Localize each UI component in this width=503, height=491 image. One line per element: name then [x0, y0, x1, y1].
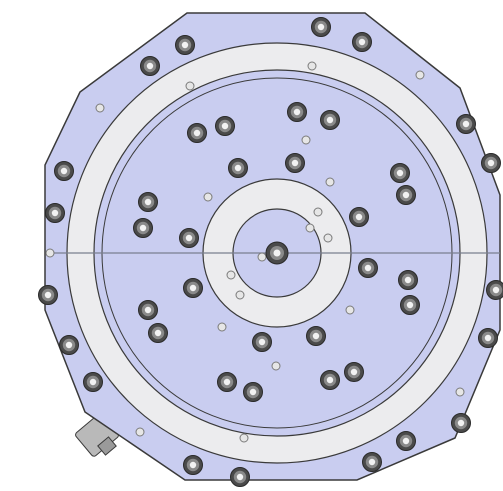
- bolt-head: [349, 207, 369, 227]
- dowel-pin: [203, 192, 213, 202]
- bolt-head: [285, 153, 305, 173]
- dowel-pin: [135, 427, 145, 437]
- center-bolt: [265, 241, 289, 265]
- bolt-head: [38, 285, 58, 305]
- bolt-head: [179, 228, 199, 248]
- bolt-head: [243, 382, 263, 402]
- bolt-head: [215, 116, 235, 136]
- bolt-head: [398, 270, 418, 290]
- dowel-pin: [313, 207, 323, 217]
- dowel-pin: [95, 103, 105, 113]
- bolt-head: [390, 163, 410, 183]
- bolt-head: [311, 17, 331, 37]
- bolt-head: [396, 431, 416, 451]
- bolt-head: [59, 335, 79, 355]
- connector-plug: [97, 436, 117, 456]
- bolt-head: [306, 326, 326, 346]
- bolt-head: [252, 332, 272, 352]
- dowel-pin: [235, 290, 245, 300]
- dowel-pin: [455, 387, 465, 397]
- bolt-pattern: [38, 17, 503, 487]
- dowel-pins: [45, 61, 465, 443]
- bolt-head: [486, 280, 503, 300]
- bolt-head: [183, 278, 203, 298]
- bolt-head: [187, 123, 207, 143]
- bolt-head: [358, 258, 378, 278]
- bolt-head: [45, 203, 65, 223]
- bolt-head: [133, 218, 153, 238]
- bolt-head: [148, 323, 168, 343]
- bolt-head: [83, 372, 103, 392]
- dowel-pin: [271, 361, 281, 371]
- bolt-head: [451, 413, 471, 433]
- dowel-pin: [185, 81, 195, 91]
- bolt-head: [362, 452, 382, 472]
- bolt-head: [478, 328, 498, 348]
- dowel-pin: [239, 433, 249, 443]
- bolt-head: [54, 161, 74, 181]
- bolt-head: [481, 153, 501, 173]
- dowel-pin: [325, 177, 335, 187]
- bolt-head: [138, 300, 158, 320]
- dowel-pin: [323, 233, 333, 243]
- dowel-pin: [305, 223, 315, 233]
- bolt-head: [396, 185, 416, 205]
- bolt-head: [344, 362, 364, 382]
- bolt-head: [320, 370, 340, 390]
- dowel-pin: [257, 252, 267, 262]
- bolt-head: [183, 455, 203, 475]
- bolt-head: [352, 32, 372, 52]
- bolt-head: [320, 110, 340, 130]
- dowel-pin: [415, 70, 425, 80]
- bolt-head: [228, 158, 248, 178]
- bolt-head: [217, 372, 237, 392]
- dowel-pin: [307, 61, 317, 71]
- bolt-head: [175, 35, 195, 55]
- bolt-head: [138, 192, 158, 212]
- dowel-pin: [301, 135, 311, 145]
- dowel-pin: [226, 270, 236, 280]
- bolt-head: [230, 467, 250, 487]
- bolt-head: [140, 56, 160, 76]
- dowel-pin: [345, 305, 355, 315]
- dowel-pin: [217, 322, 227, 332]
- bolt-head: [287, 102, 307, 122]
- dowel-pin: [45, 248, 55, 258]
- bolt-head: [400, 295, 420, 315]
- bolt-head: [456, 114, 476, 134]
